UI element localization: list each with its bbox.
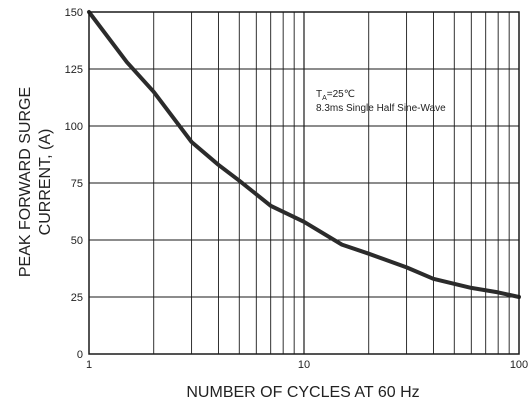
annotation-waveform: 8.3ms Single Half Sine-Wave	[316, 103, 446, 114]
annotation-temperature-main: T	[316, 89, 322, 100]
y-tick-label: 25	[71, 292, 83, 304]
y-axis-title-line1: PEAK FORWARD SURGE	[17, 87, 34, 277]
annotation-temperature: TA=25℃	[316, 89, 355, 102]
y-tick-label: 150	[65, 7, 83, 19]
grid-lines	[89, 12, 519, 354]
y-tick-labels: 0 25 50 75 100 125 150	[65, 7, 83, 361]
y-tick-label: 50	[71, 235, 83, 247]
y-tick-label: 0	[77, 349, 83, 361]
series-line	[87, 10, 521, 299]
y-tick-label: 125	[65, 64, 83, 76]
x-tick-label: 100	[510, 359, 528, 371]
x-tick-label: 1	[86, 359, 92, 371]
x-tick-label: 10	[298, 359, 310, 371]
y-tick-label: 75	[71, 178, 83, 190]
x-axis-title: NUMBER OF CYCLES AT 60 Hz	[186, 384, 419, 401]
plot-frame	[88, 11, 520, 355]
x-tick-labels: 1 10 100	[86, 359, 528, 371]
y-axis-title-line2: CURRENT, (A)	[37, 129, 54, 236]
y-tick-label: 100	[65, 121, 83, 133]
annotation-temperature-rest: =25℃	[327, 89, 355, 100]
annotation-temperature-sub: A	[322, 95, 327, 102]
